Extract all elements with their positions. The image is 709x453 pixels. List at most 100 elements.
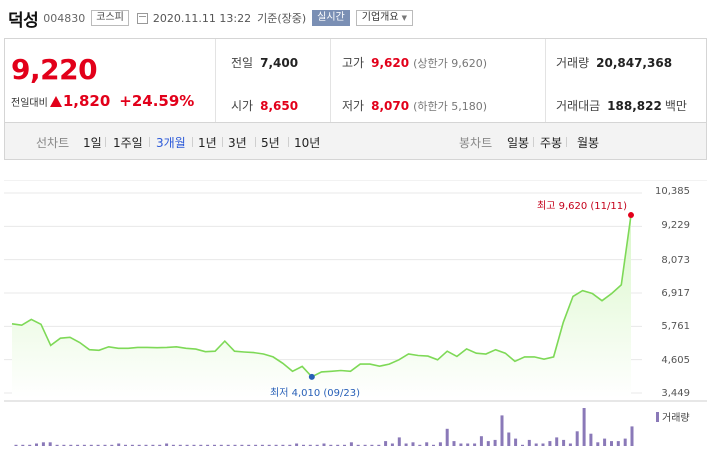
volume-bar bbox=[103, 444, 107, 446]
volume-bar bbox=[562, 439, 566, 446]
market-badge: 코스피 bbox=[91, 10, 129, 26]
tab-3months[interactable]: 3개월 bbox=[156, 136, 186, 150]
trading-value-unit: 백만 bbox=[664, 99, 687, 113]
prev-close: 전일 7,400 bbox=[231, 54, 298, 71]
open-label: 시가 bbox=[231, 99, 254, 113]
volume-bar bbox=[623, 438, 627, 446]
realtime-button[interactable]: 실시간 bbox=[312, 10, 350, 26]
trading-value: 거래대금 188,822 백만 bbox=[556, 97, 687, 114]
datetime: 2020.11.11 13:22 bbox=[152, 11, 252, 25]
tab-divider bbox=[288, 137, 289, 147]
y-tick-label: 9,229 bbox=[661, 220, 690, 231]
tab-divider bbox=[105, 137, 106, 147]
price-chart: 10,385 9,229 8,073 6,917 5,761 4,605 3,4… bbox=[4, 180, 707, 453]
volume-bar bbox=[55, 444, 59, 446]
volume-bar bbox=[185, 444, 189, 446]
volume-bar bbox=[62, 444, 66, 446]
tab-1week[interactable]: 1주일 bbox=[113, 136, 143, 150]
y-tick-label: 6,917 bbox=[661, 288, 690, 299]
tab-5years[interactable]: 5년 bbox=[261, 136, 280, 150]
tab-3years[interactable]: 3년 bbox=[228, 136, 247, 150]
high-value: 9,620 bbox=[371, 56, 410, 70]
open-price: 시가 8,650 bbox=[231, 97, 298, 114]
tab-daily-candle[interactable]: 일봉 bbox=[507, 136, 530, 150]
tab-monthly-candle[interactable]: 월봉 bbox=[577, 136, 600, 150]
volume-bar bbox=[493, 439, 497, 446]
y-tick-label: 5,761 bbox=[661, 321, 690, 332]
volume-bar bbox=[165, 443, 169, 446]
volume: 거래량 20,847,368 bbox=[556, 54, 672, 71]
volume-bar bbox=[76, 444, 80, 446]
tab-10years[interactable]: 10년 bbox=[294, 136, 321, 150]
tab-1year[interactable]: 1년 bbox=[198, 136, 217, 150]
y-tick-label: 8,073 bbox=[661, 255, 690, 266]
trading-value-amount: 188,822 bbox=[607, 99, 662, 113]
volume-bar bbox=[500, 415, 504, 446]
open-value: 8,650 bbox=[260, 99, 299, 113]
max-price-marker bbox=[628, 212, 634, 219]
tab-divider bbox=[192, 137, 193, 147]
tab-divider bbox=[255, 137, 256, 147]
volume-bar bbox=[137, 444, 141, 446]
company-info-dropdown[interactable]: 기업개요 ▼ bbox=[355, 10, 413, 26]
tab-1day[interactable]: 1일 bbox=[83, 136, 102, 150]
volume-bar bbox=[260, 444, 264, 446]
volume-bar bbox=[219, 444, 223, 446]
volume-bar bbox=[425, 442, 429, 446]
volume-bar bbox=[575, 431, 579, 446]
volume-bar bbox=[349, 442, 353, 446]
volume-bar bbox=[322, 443, 326, 446]
prev-close-value: 7,400 bbox=[260, 56, 299, 70]
volume-bar bbox=[596, 442, 600, 446]
price-change: 전일대비 1,820 +24.59% bbox=[11, 92, 194, 110]
volume-bar bbox=[356, 444, 360, 446]
volume-bar bbox=[35, 443, 38, 446]
volume-bar bbox=[274, 444, 278, 446]
volume-bar bbox=[568, 443, 572, 446]
volume-bar bbox=[240, 444, 244, 446]
volume-bar bbox=[397, 437, 401, 446]
tab-weekly-candle[interactable]: 주봉 bbox=[540, 136, 563, 150]
volume-bar bbox=[438, 442, 442, 446]
volume-bar bbox=[199, 444, 203, 446]
low-label: 저가 bbox=[342, 99, 365, 113]
volume-bar bbox=[158, 444, 162, 446]
volume-bar bbox=[110, 444, 114, 446]
tab-divider bbox=[222, 137, 223, 147]
volume-bar bbox=[206, 444, 210, 446]
volume-bar bbox=[534, 443, 538, 446]
volume-bar bbox=[432, 444, 435, 446]
volume-bar bbox=[479, 436, 483, 446]
volume-bar bbox=[213, 444, 216, 446]
volume-bar bbox=[192, 444, 196, 446]
volume-bar bbox=[14, 444, 18, 446]
tab-divider bbox=[149, 137, 150, 147]
volume-bar bbox=[630, 426, 634, 446]
min-price-marker bbox=[308, 373, 315, 380]
high-label: 고가 bbox=[342, 56, 365, 70]
volume-bar bbox=[308, 444, 312, 446]
volume-bar bbox=[96, 444, 100, 446]
min-price-annotation: 최저 4,010 (09/23) bbox=[270, 388, 361, 399]
volume-bar bbox=[124, 444, 127, 446]
volume-bar bbox=[589, 433, 593, 446]
volume-bar bbox=[226, 444, 230, 446]
volume-bar bbox=[281, 444, 285, 446]
up-arrow-icon bbox=[49, 95, 62, 107]
volume-legend-swatch bbox=[656, 411, 659, 422]
volume-bar bbox=[82, 444, 86, 446]
volume-bar bbox=[336, 444, 340, 446]
divider bbox=[330, 39, 331, 123]
tab-divider bbox=[566, 137, 567, 147]
volume-bar bbox=[582, 408, 586, 446]
y-tick-label: 3,449 bbox=[661, 388, 690, 399]
company-info-label: 기업개요 bbox=[361, 12, 399, 23]
volume-bar bbox=[144, 444, 148, 446]
price-line bbox=[11, 214, 632, 378]
divider bbox=[545, 39, 546, 123]
low-price: 저가 8,070 (하한가 5,180) bbox=[342, 97, 487, 114]
price-chart-canvas bbox=[4, 180, 707, 446]
volume-bar bbox=[514, 438, 518, 446]
volume-bar bbox=[370, 444, 374, 446]
volume-bar bbox=[555, 437, 559, 446]
